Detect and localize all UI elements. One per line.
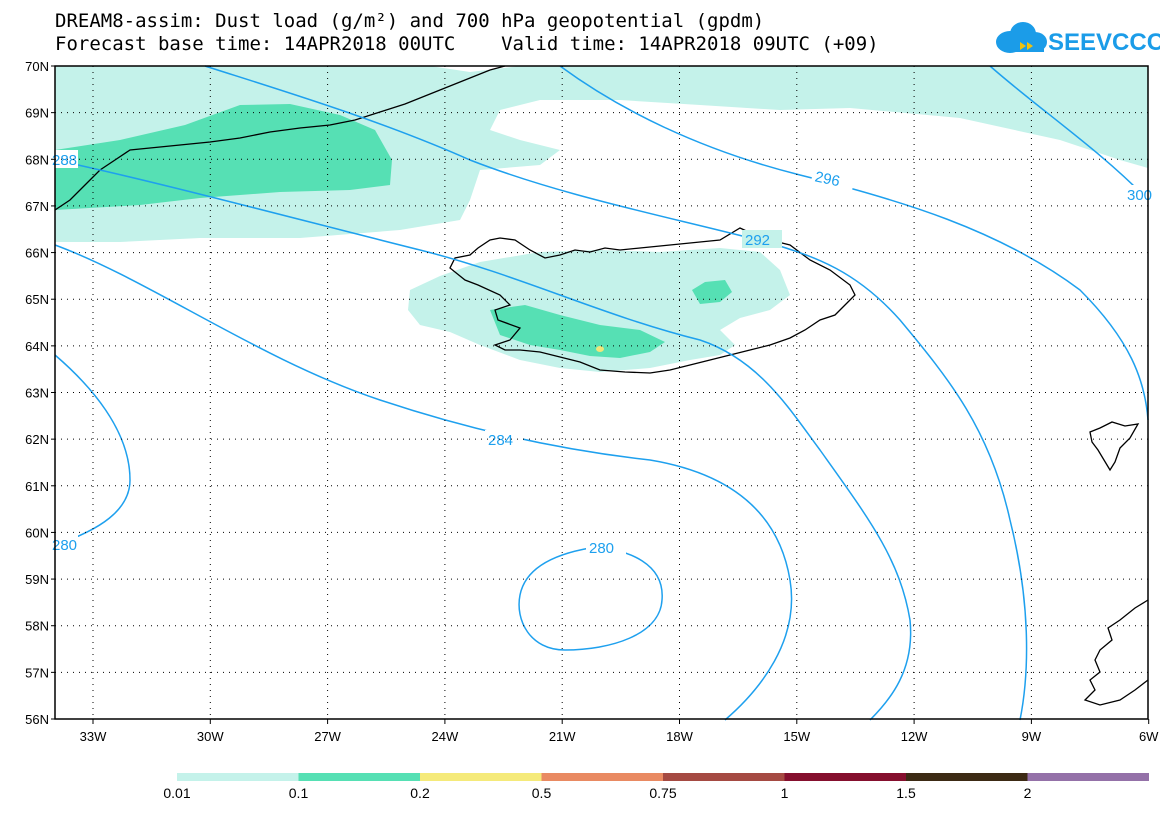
contour-label-288: 288: [52, 152, 77, 169]
lat-label: 57N: [25, 665, 49, 680]
longitude-labels: 33W 30W 27W 24W 21W 18W 15W 12W 9W 6W: [80, 719, 1159, 744]
colorbar-label: 0.1: [288, 785, 309, 801]
contour-296: [559, 65, 1149, 421]
contour-label-280-center: 280: [589, 540, 614, 557]
lat-label: 58N: [25, 619, 49, 634]
contour-label-284: 284: [488, 432, 513, 449]
contour-label-300: 300: [1127, 187, 1152, 204]
contour-300: [989, 65, 1149, 201]
lon-label: 9W: [1022, 729, 1042, 744]
colorbar-swatch: [298, 773, 420, 781]
lon-label: 18W: [666, 729, 693, 744]
lat-label: 59N: [25, 572, 49, 587]
colorbar-label: 1: [780, 785, 789, 801]
lat-label: 62N: [25, 432, 49, 447]
lat-label: 68N: [25, 152, 49, 167]
map-subtitle: Forecast base time: 14APR2018 00UTC Vali…: [55, 33, 879, 55]
lon-label: 15W: [783, 729, 810, 744]
geopotential-contours: [54, 65, 1149, 721]
lon-label: 21W: [549, 729, 576, 744]
contour-288: [54, 159, 912, 721]
colorbar-label: 0.01: [163, 785, 191, 801]
lat-label: 67N: [25, 199, 49, 214]
greenland-coast: [54, 65, 506, 211]
lat-label: 60N: [25, 525, 49, 540]
lat-label: 65N: [25, 292, 49, 307]
lon-label: 33W: [80, 729, 107, 744]
colorbar-swatch: [420, 773, 542, 781]
contour-label-280-left: 280: [52, 537, 77, 554]
colorbar-label: 2: [1023, 785, 1032, 801]
dust-shading-low: [55, 66, 1148, 372]
lon-label: 24W: [432, 729, 459, 744]
lat-label: 70N: [25, 59, 49, 74]
colorbar-swatch: [784, 773, 906, 781]
lat-label: 69N: [25, 106, 49, 121]
dust-shading-high: [596, 346, 604, 352]
lat-label: 66N: [25, 246, 49, 261]
colorbar-swatch: [541, 773, 663, 781]
logo-text: SEEVCCC: [1048, 29, 1160, 56]
lon-label: 27W: [314, 729, 341, 744]
colorbar-label: 0.75: [649, 785, 677, 801]
colorbar-label: 0.2: [410, 785, 430, 801]
contour-label-292: 292: [745, 232, 770, 249]
lat-label: 56N: [25, 712, 49, 727]
latitude-labels: 70N 69N 68N 67N 66N 65N 64N 63N 62N 61N 60N 59N 58N 5…: [25, 59, 55, 727]
contour-280-left: [54, 354, 131, 546]
seevccc-logo: SEEVCCC: [996, 22, 1160, 56]
cloud-icon: [996, 22, 1047, 53]
lon-label: 30W: [197, 729, 224, 744]
lat-label: 64N: [25, 339, 49, 354]
lon-label: 12W: [901, 729, 928, 744]
colorbar-swatch: [1027, 773, 1149, 781]
iceland-coast: [449, 227, 856, 374]
contour-labels: 296 292 288 284 280 280 300: [50, 150, 1152, 557]
dust-shading-mid: [55, 104, 732, 358]
map-title: DREAM8-assim: Dust load (g/m²) and 700 h…: [55, 10, 765, 32]
colorbar-swatch: [663, 773, 785, 781]
colorbar: [177, 773, 1149, 781]
colorbar-label: 1.5: [896, 785, 916, 801]
faroe-coast: [1089, 421, 1140, 472]
colorbar-swatch: [177, 773, 299, 781]
contour-284: [54, 244, 793, 721]
colorbar-label: 0.5: [531, 785, 552, 801]
contour-292: [204, 65, 1028, 721]
colorbar-swatch: [906, 773, 1028, 781]
contour-label-296: 296: [813, 168, 841, 190]
lat-label: 63N: [25, 386, 49, 401]
lon-label: 6W: [1139, 729, 1159, 744]
contour-280-center: [518, 547, 663, 651]
scotland-coast: [1083, 599, 1149, 706]
graticule: [55, 66, 1148, 719]
lat-label: 61N: [25, 479, 49, 494]
